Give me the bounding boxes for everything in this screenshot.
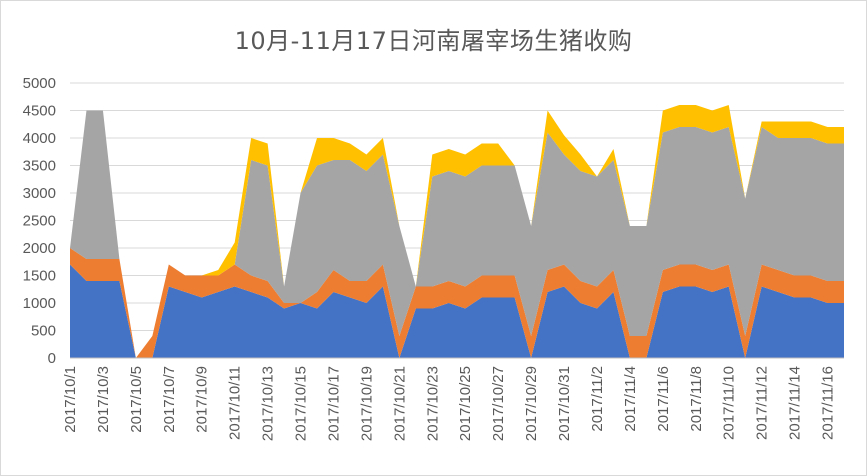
x-tick-label: 2017/11/10 — [721, 366, 738, 440]
x-axis-ticks: 2017/10/1 2017/10/3 2017/10/5 2017/10/7 2017… — [62, 357, 844, 441]
y-tick-label: 4000 — [23, 130, 56, 147]
y-tick-label: 0 — [48, 350, 56, 367]
y-tick-label: 500 — [31, 323, 56, 340]
x-tick-label: 2017/11/12 — [754, 366, 771, 440]
area-series-4 — [70, 105, 844, 358]
x-tick-label: 2017/10/21 — [391, 366, 408, 441]
y-axis-ticks: 0 500 1000 1500 2000 2500 3000 3500 4000 4500 5000 — [23, 75, 56, 367]
x-tick-label: 2017/10/17 — [325, 366, 342, 441]
y-tick-label: 3000 — [23, 185, 56, 202]
x-tick-label: 2017/10/13 — [260, 366, 277, 441]
x-tick-label: 2017/10/25 — [457, 366, 474, 441]
area-series-1 — [70, 264, 844, 358]
y-tick-label: 1500 — [23, 268, 56, 285]
x-tick-label: 2017/11/2 — [589, 366, 606, 432]
y-tick-label: 2000 — [23, 240, 56, 257]
x-tick-label: 2017/11/4 — [622, 366, 639, 432]
y-tick-label: 4500 — [23, 103, 56, 120]
y-tick-label: 5000 — [23, 75, 56, 92]
area-series-3 — [70, 110, 844, 358]
x-tick-label: 2017/10/27 — [490, 366, 507, 441]
x-tick-label: 2017/10/3 — [95, 366, 112, 433]
x-tick-label: 2017/11/8 — [688, 366, 705, 432]
y-tick-label: 3500 — [23, 158, 56, 175]
x-tick-label: 2017/10/5 — [128, 366, 145, 433]
x-tick-label: 2017/10/11 — [227, 366, 244, 440]
chart-title: 10月-11月17日河南屠宰场生猪收购 — [234, 27, 633, 55]
x-tick-label: 2017/10/1 — [62, 366, 79, 433]
x-tick-label: 2017/11/14 — [787, 366, 804, 440]
x-tick-label: 2017/11/16 — [820, 366, 837, 440]
area-series-2 — [70, 248, 844, 358]
x-tick-label: 2017/10/29 — [523, 366, 540, 441]
x-tick-label: 2017/10/15 — [293, 366, 310, 441]
x-tick-label: 2017/10/9 — [194, 366, 211, 433]
y-tick-label: 2500 — [23, 213, 56, 230]
x-tick-label: 2017/10/19 — [358, 366, 375, 441]
x-tick-label: 2017/10/23 — [424, 366, 441, 441]
x-tick-label: 2017/10/7 — [161, 366, 178, 433]
area-series — [70, 105, 844, 358]
x-tick-label: 2017/11/6 — [655, 366, 672, 432]
x-tick-label: 2017/10/31 — [556, 366, 573, 441]
y-tick-label: 1000 — [23, 295, 56, 312]
